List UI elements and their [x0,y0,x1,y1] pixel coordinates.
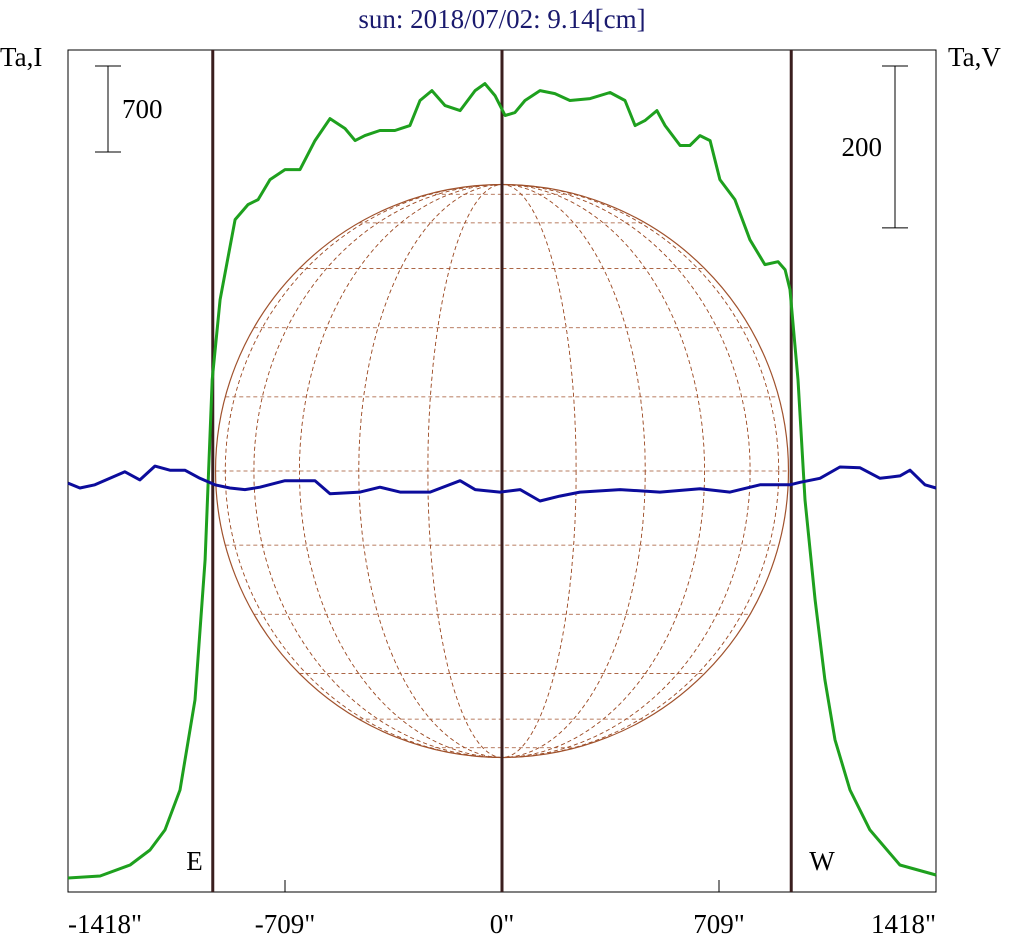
y-axis-label: Ta,I [0,42,42,72]
x-tick-label: -709" [255,909,316,939]
y2-axis-label: Ta,V [948,42,1001,72]
data-line [67,82,937,880]
chart-title: sun: 2018/07/02: 9.14[cm] [358,4,645,34]
x-tick-label: -1418" [68,909,142,939]
data-line [67,464,937,503]
x-tick-label: 1418" [871,909,936,939]
x-tick-label: 0" [490,909,515,939]
scale-bar-label: 700 [122,94,163,124]
limb-label: W [809,846,835,876]
limb-label: E [186,846,203,876]
scale-bar-label: 200 [842,132,883,162]
x-tick-label: 709" [693,909,745,939]
